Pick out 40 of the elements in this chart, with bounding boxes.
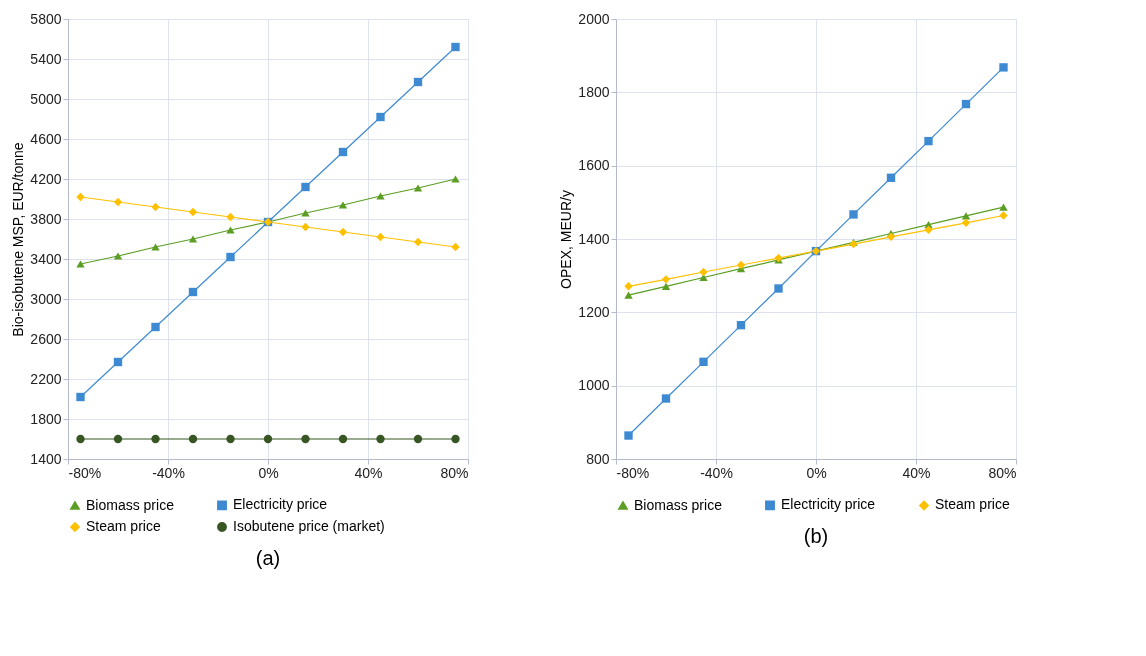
y-tick-label: 1200: [578, 303, 610, 320]
y-tick-label: 5800: [30, 10, 62, 27]
y-tick-label: 2600: [30, 330, 62, 347]
y-tick-label: 2200: [30, 370, 62, 387]
y-tick-label: 1400: [30, 450, 62, 467]
y-tick-label: 4600: [30, 130, 62, 147]
legend-label: Biomass price: [86, 496, 175, 513]
legend-label: Steam price: [935, 496, 1010, 513]
y-axis-title: OPEX, MEUR/y: [558, 190, 575, 289]
y-tick-label: 5000: [30, 90, 62, 107]
y-tick-label: 1400: [578, 230, 610, 247]
x-tick-label: -40%: [700, 464, 733, 481]
y-tick-label: 1600: [578, 157, 610, 174]
y-tick-label: 1000: [578, 377, 610, 394]
text: (a): [255, 547, 281, 569]
legend-label: Biomass price: [634, 496, 723, 513]
y-tick-label: 3400: [30, 250, 62, 267]
x-tick-label: 80%: [988, 464, 1017, 481]
x-tick-label: -40%: [152, 464, 185, 481]
x-tick-label: 40%: [354, 464, 383, 481]
x-tick-label: -80%: [616, 464, 650, 481]
x-tick-label: 80%: [440, 464, 469, 481]
legend-label: Electricity price: [781, 496, 876, 513]
x-tick-label: 0%: [258, 464, 279, 481]
y-tick-label: 4200: [30, 170, 62, 187]
text: (b): [803, 525, 829, 547]
y-axis-title: Bio-isobutene MSP, EUR/tonne: [10, 142, 27, 337]
y-tick-label: 3800: [30, 210, 62, 227]
y-tick-label: 2000: [578, 10, 610, 27]
x-tick-label: 0%: [806, 464, 827, 481]
y-tick-label: 3000: [30, 290, 62, 307]
legend-label: Electricity price: [233, 496, 328, 513]
x-tick-label: -80%: [68, 464, 102, 481]
y-tick-label: 1800: [30, 410, 62, 427]
legend-label: Steam price: [86, 518, 161, 534]
legend-label: Isobutene price (market): [233, 518, 385, 534]
y-tick-label: 5400: [30, 50, 62, 67]
y-tick-label: 800: [586, 450, 610, 467]
x-tick-label: 40%: [902, 464, 931, 481]
y-tick-label: 1800: [578, 83, 610, 100]
